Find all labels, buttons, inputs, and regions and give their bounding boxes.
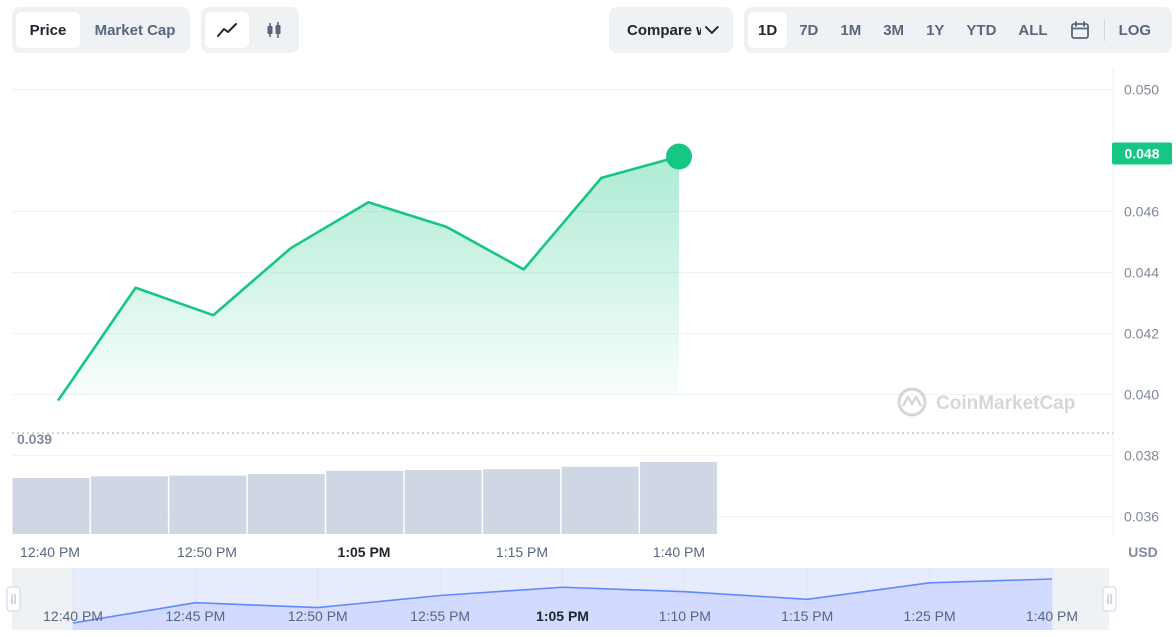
navigator-label: 1:40 PM	[1026, 608, 1078, 624]
navigator-label: 1:05 PM	[536, 608, 589, 624]
range-1y-button[interactable]: 1Y	[926, 21, 945, 39]
coinmarketcap-logo-icon	[897, 387, 927, 417]
y-tick-label: 0.040	[1124, 387, 1159, 403]
y-tick-label: 0.038	[1124, 448, 1159, 464]
volume-bar	[483, 469, 561, 534]
open-price-label: 0.039	[17, 431, 52, 447]
price-area-fill	[58, 156, 679, 401]
navigator-line	[72, 578, 1053, 624]
current-price-tag: 0.048	[1112, 142, 1172, 165]
compare-label: Compare with	[627, 21, 701, 39]
range-7d-button[interactable]: 7D	[799, 21, 819, 39]
navigator-label: 12:40 PM	[43, 608, 103, 624]
volume-bar	[169, 475, 247, 534]
toolbar-divider	[1103, 19, 1105, 41]
calendar-icon	[1070, 21, 1089, 39]
navigator-label: 12:45 PM	[165, 608, 225, 624]
navigator-left-handle[interactable]	[6, 586, 21, 612]
y-tick-label: 0.044	[1124, 264, 1159, 280]
navigator-label: 1:15 PM	[781, 608, 833, 624]
chart-type-toggle	[201, 7, 299, 53]
x-axis-labels: 12:40 PM 12:50 PM 1:05 PM 1:15 PM 1:40 PM	[20, 544, 705, 560]
current-price-value: 0.048	[1124, 145, 1159, 161]
volume-bar	[247, 474, 325, 534]
market-cap-tab[interactable]: Market Cap	[94, 21, 176, 39]
range-1d-button[interactable]: 1D	[748, 12, 788, 48]
y-tick-label: 0.046	[1124, 203, 1159, 219]
navigator-label: 12:55 PM	[410, 608, 470, 624]
volume-bar	[404, 470, 482, 534]
y-axis-labels: 0.050 0.046 0.044 0.042 0.040 0.038 0.036	[1124, 81, 1159, 524]
chevron-down-icon	[705, 26, 719, 34]
volume-bars	[12, 462, 717, 534]
price-tab[interactable]: Price	[16, 12, 80, 48]
x-tick-label: 1:40 PM	[653, 544, 705, 560]
x-tick-label: 1:05 PM	[338, 544, 391, 560]
y-tick-label: 0.042	[1124, 326, 1159, 342]
navigator-label: 1:25 PM	[904, 608, 956, 624]
candlestick-icon	[267, 22, 281, 38]
x-tick-label: 12:40 PM	[20, 544, 80, 560]
log-scale-button[interactable]: LOG	[1118, 21, 1152, 39]
x-tick-label: 12:50 PM	[177, 544, 237, 560]
range-ytd-button[interactable]: YTD	[966, 21, 997, 39]
calendar-button[interactable]	[1060, 12, 1100, 48]
range-1m-button[interactable]: 1M	[840, 21, 862, 39]
right-handle-box[interactable]	[1102, 586, 1117, 612]
navigator-right-handle[interactable]	[1102, 586, 1117, 612]
watermark-text: CoinMarketCap	[936, 393, 1075, 414]
navigator-label: 12:50 PM	[288, 608, 348, 624]
candlestick-button[interactable]	[253, 12, 295, 48]
volume-bar	[640, 462, 717, 534]
volume-bar	[561, 466, 639, 534]
volume-bar	[326, 470, 404, 534]
time-range-toggle: 1D 7D 1M 3M 1Y YTD ALL LOG	[744, 7, 1172, 53]
currency-label: USD	[1128, 544, 1158, 560]
current-price-dot[interactable]	[666, 143, 692, 170]
price-chart: CoinMarketCap 0.039 0.050 0.046 0.044 0.042…	[6, 68, 1172, 630]
coinmarketcap-watermark: CoinMarketCap	[897, 387, 1075, 417]
x-tick-label: 1:15 PM	[496, 544, 548, 560]
volume-bar	[12, 478, 90, 534]
range-navigator[interactable]: 12:40 PM 12:45 PM 12:50 PM 12:55 PM 1:05 PM 1…	[6, 568, 1117, 630]
range-3m-button[interactable]: 3M	[883, 21, 905, 39]
compare-dropdown[interactable]: Compare with	[609, 7, 733, 53]
volume-bar	[90, 476, 168, 534]
left-handle-box[interactable]	[6, 586, 21, 612]
metric-toggle: Price Market Cap	[12, 7, 190, 53]
y-tick-label: 0.050	[1124, 81, 1159, 97]
navigator-label: 1:10 PM	[659, 608, 711, 624]
line-chart-icon	[217, 23, 237, 37]
range-all-button[interactable]: ALL	[1018, 21, 1048, 39]
navigator-area	[73, 579, 1052, 630]
line-chart-button[interactable]	[205, 12, 249, 48]
y-tick-label: 0.036	[1124, 509, 1159, 525]
current-price-tag-bg	[1112, 142, 1172, 165]
navigator-labels: 12:40 PM 12:45 PM 12:50 PM 12:55 PM 1:05 PM 1…	[43, 608, 1078, 624]
